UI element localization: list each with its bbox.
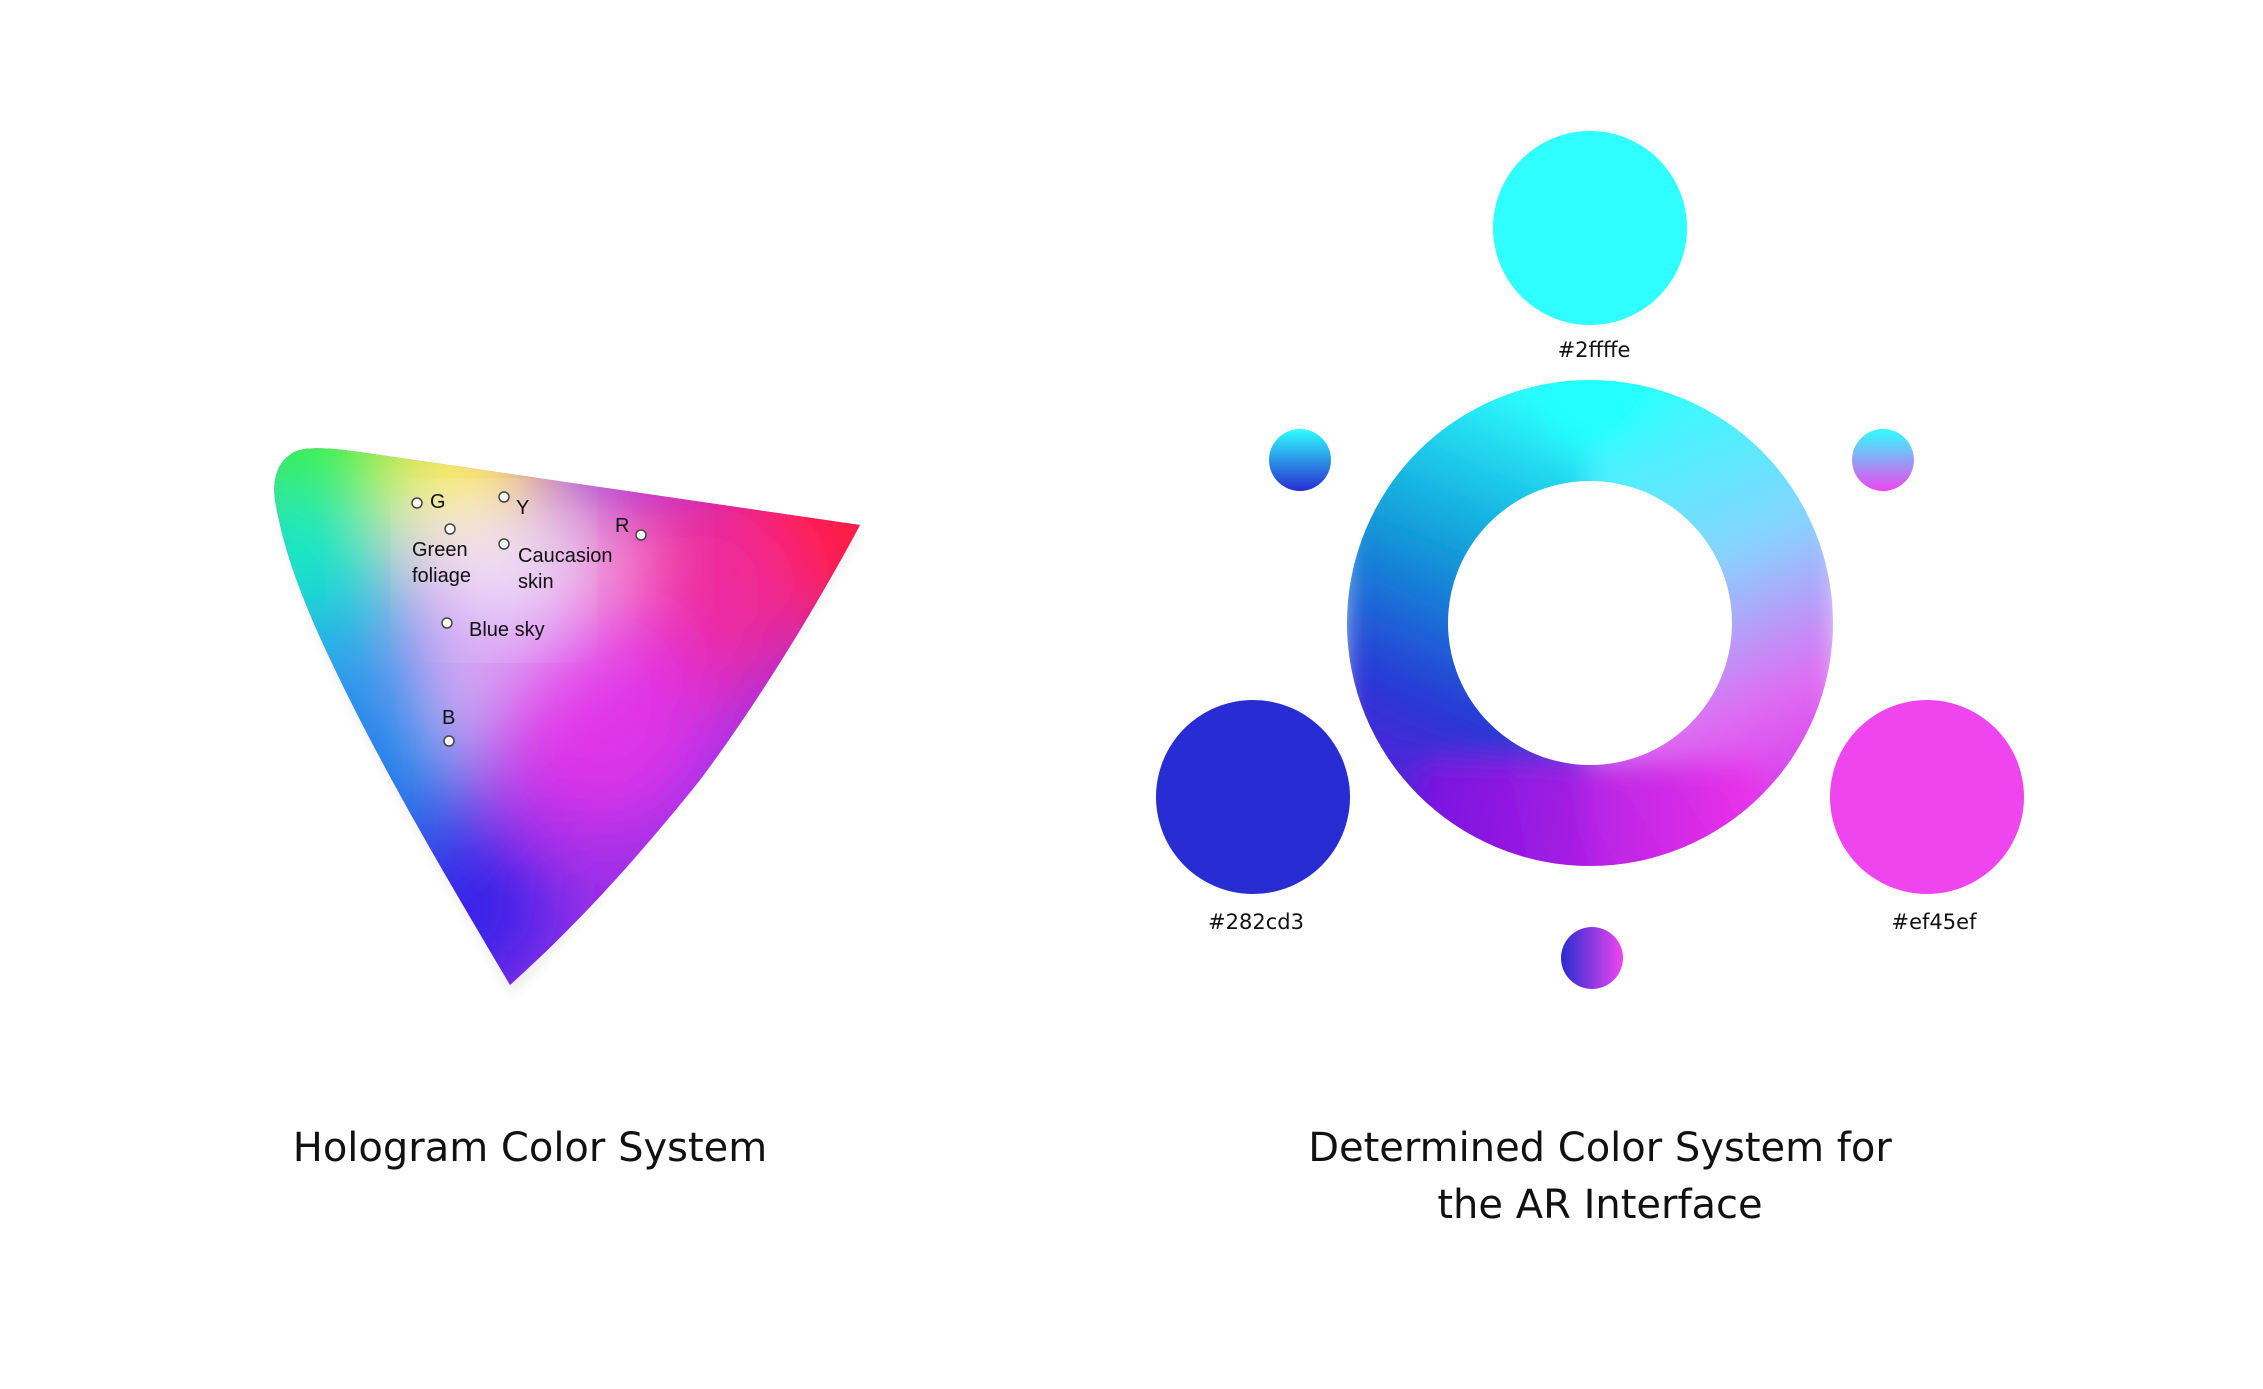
blend-dot-cyan-magenta bbox=[1852, 429, 1914, 491]
hologram-caption: Hologram Color System bbox=[180, 1120, 880, 1177]
gradient-ring bbox=[1347, 380, 1833, 866]
label-caucasion: Caucasion bbox=[518, 545, 613, 567]
label-g: G bbox=[430, 491, 446, 513]
ar-color-system-diagram: #2ffffe #282cd3 #ef45ef bbox=[1156, 131, 2024, 989]
label-foliage: foliage bbox=[412, 565, 471, 587]
blend-dot-cyan-blue bbox=[1269, 429, 1331, 491]
swatch-left-label: #282cd3 bbox=[1208, 910, 1304, 934]
label-skin: skin bbox=[518, 571, 554, 593]
swatch-right-circle bbox=[1830, 700, 2024, 894]
marker-y bbox=[498, 491, 510, 503]
marker-b bbox=[443, 735, 455, 747]
label-green: Green bbox=[412, 539, 468, 561]
blend-dot-blue-magenta bbox=[1561, 927, 1623, 989]
swatch-right-label: #ef45ef bbox=[1892, 910, 1978, 934]
ar-system-caption: Determined Color System for the AR Inter… bbox=[1240, 1120, 1960, 1234]
marker-g bbox=[411, 497, 423, 509]
primary-markers bbox=[411, 491, 647, 747]
hologram-gamut-diagram: G Y R B Green foliage Caucasion skin Blu… bbox=[274, 448, 861, 995]
reference-markers bbox=[441, 523, 510, 629]
swatch-top-circle bbox=[1493, 131, 1687, 325]
ar-system-caption-line1: Determined Color System for bbox=[1308, 1125, 1892, 1171]
swatch-left-circle bbox=[1156, 700, 1350, 894]
hologram-caption-text: Hologram Color System bbox=[292, 1125, 768, 1171]
marker-green-foliage bbox=[444, 523, 456, 535]
marker-caucasion-skin bbox=[498, 538, 510, 550]
marker-r bbox=[635, 529, 647, 541]
label-blue-sky: Blue sky bbox=[469, 619, 545, 641]
ar-system-caption-line2: the AR Interface bbox=[1437, 1182, 1763, 1228]
label-y: Y bbox=[516, 497, 529, 519]
label-b: B bbox=[442, 707, 455, 729]
swatch-top-label: #2ffffe bbox=[1558, 338, 1631, 362]
marker-blue-sky bbox=[441, 617, 453, 629]
label-r: R bbox=[615, 515, 629, 537]
